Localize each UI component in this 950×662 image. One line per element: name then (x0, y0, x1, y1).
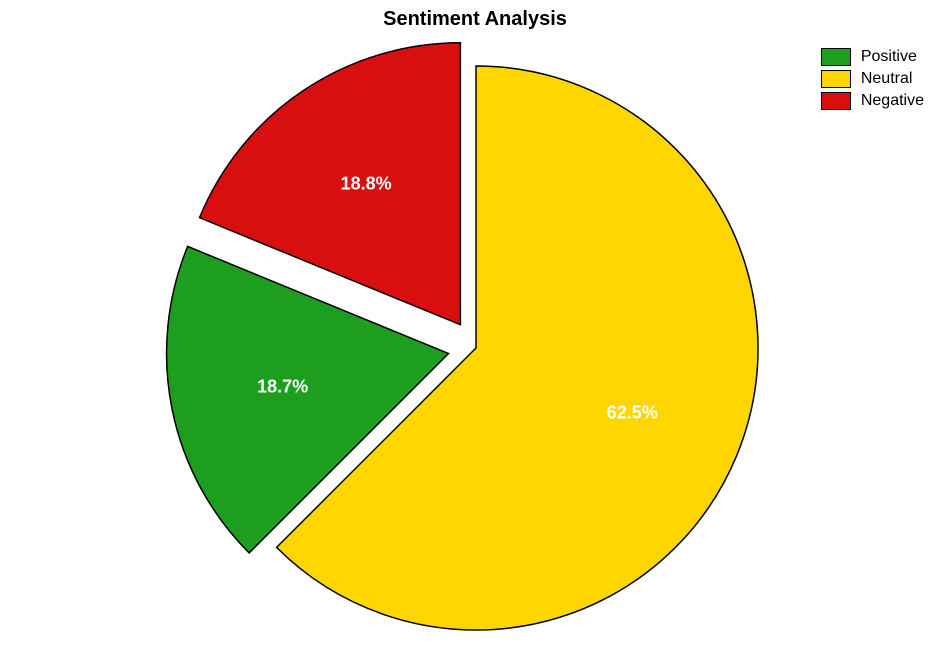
pie-chart (0, 0, 950, 662)
legend-label-negative: Negative (861, 92, 924, 110)
legend-item-positive: Positive (821, 48, 924, 66)
legend-item-neutral: Neutral (821, 70, 924, 88)
slice-label-neutral: 62.5% (607, 402, 658, 423)
legend-label-neutral: Neutral (861, 70, 913, 88)
chart-container: Sentiment Analysis Positive Neutral Nega… (0, 0, 950, 662)
legend-item-negative: Negative (821, 92, 924, 110)
legend-label-positive: Positive (861, 48, 917, 66)
legend-swatch-negative (821, 92, 851, 110)
legend-swatch-positive (821, 48, 851, 66)
slice-label-positive: 18.7% (257, 376, 308, 397)
slice-label-negative: 18.8% (341, 174, 392, 195)
legend-swatch-neutral (821, 70, 851, 88)
legend: Positive Neutral Negative (821, 48, 924, 114)
